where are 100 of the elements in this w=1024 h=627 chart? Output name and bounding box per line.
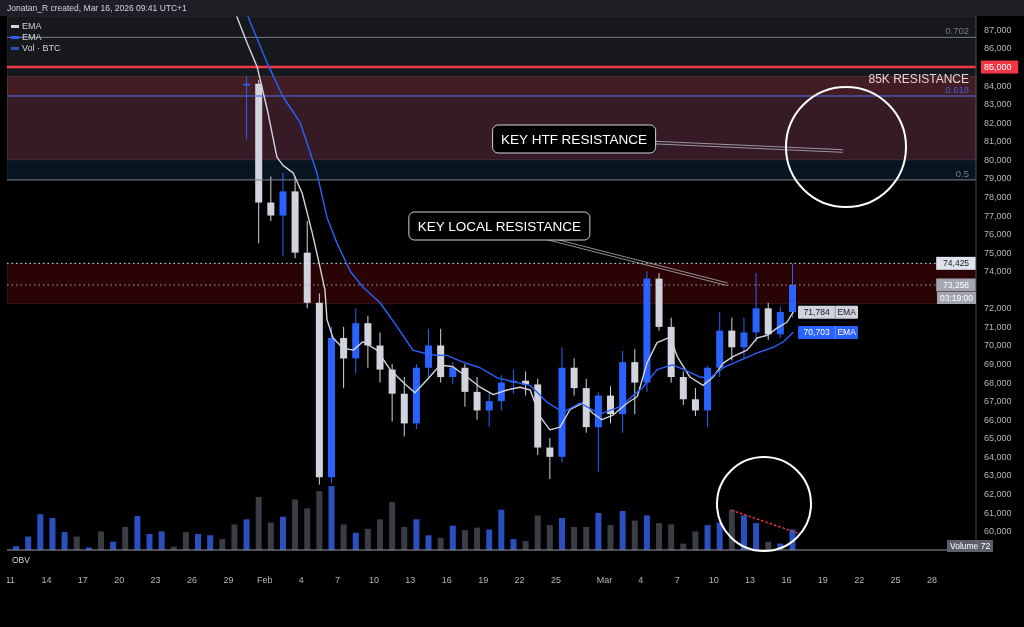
band-label: 85K RESISTANCE — [868, 72, 969, 87]
chart-title: Jonatan_R created, Mar 16, 2026 09:41 UTC+1 — [7, 2, 187, 14]
bar — [449, 525, 456, 550]
bar — [704, 525, 711, 550]
x-tick-label: Mar — [596, 575, 613, 585]
bar — [437, 537, 444, 550]
candlestick — [546, 437, 554, 480]
annotation: 03:19:00 — [936, 292, 976, 304]
y-tick-label: 85,000 — [984, 62, 1012, 73]
candlestick — [340, 326, 348, 389]
bar — [255, 496, 262, 550]
bar — [340, 524, 347, 550]
bar — [134, 516, 141, 550]
bar — [316, 491, 323, 550]
bar — [534, 515, 541, 550]
annotation: Volume 72 — [947, 540, 994, 552]
y-tick-label: 77,000 — [984, 210, 1012, 221]
candlestick — [740, 317, 748, 359]
bar — [692, 531, 699, 550]
bar — [243, 519, 250, 550]
x-tick-label: 25 — [550, 575, 561, 585]
bar — [510, 539, 517, 550]
bar — [546, 525, 553, 550]
text: OBV — [12, 555, 30, 566]
candlestick — [425, 328, 433, 378]
candlestick — [631, 348, 639, 415]
y-tick-label: 70,000 — [984, 340, 1012, 351]
annotation: 0.618 — [945, 84, 969, 95]
bar — [583, 526, 590, 550]
bar — [643, 515, 650, 550]
x-tick-label: 17 — [77, 575, 88, 585]
text: EMA — [837, 307, 856, 318]
x-tick-label: 10 — [708, 575, 719, 585]
y-tick-label: 87,000 — [984, 24, 1012, 35]
bar — [158, 531, 165, 550]
x-tick-label: 20 — [114, 575, 125, 585]
ref-line-label: 74,425 — [943, 258, 970, 269]
bar — [195, 534, 202, 550]
x-tick-label: 16 — [441, 575, 452, 585]
y-tick-label: 63,000 — [984, 470, 1012, 481]
x-tick-label: 23 — [150, 575, 161, 585]
legend-label: EMA — [22, 21, 42, 32]
y-tick-label: 84,000 — [984, 80, 1012, 91]
bar — [207, 535, 214, 550]
bar — [267, 522, 274, 550]
bar — [377, 519, 384, 550]
bar — [122, 526, 129, 550]
annotation: 0.702 — [945, 25, 969, 37]
bar — [364, 528, 371, 550]
legend-label: Vol · BTC — [22, 43, 61, 54]
candlestick — [679, 370, 687, 406]
bar — [461, 530, 468, 550]
candlestick — [570, 357, 578, 397]
x-tick-label: 29 — [223, 575, 234, 585]
bar — [97, 531, 104, 550]
annotation: KEY HTF RESISTANCE — [492, 124, 656, 154]
bar — [656, 523, 663, 550]
y-tick-label: 65,000 — [984, 433, 1012, 444]
x-tick-label: 13 — [405, 575, 416, 585]
candlestick — [267, 176, 275, 222]
y-tick-label: 80,000 — [984, 154, 1012, 165]
y-tick-label: 82,000 — [984, 117, 1012, 128]
annotation: 0.5 — [955, 167, 969, 179]
x-tick-label: 16 — [781, 575, 792, 585]
bar — [474, 527, 481, 550]
x-tick-label: 14 — [41, 575, 52, 585]
y-tick-label: 78,000 — [984, 191, 1012, 202]
bar — [571, 526, 578, 550]
bar — [49, 518, 56, 550]
y-tick-label: 68,000 — [984, 377, 1012, 388]
bar — [716, 522, 723, 550]
candlestick — [243, 75, 251, 140]
candlestick — [691, 387, 699, 417]
y-tick-label: 66,000 — [984, 414, 1012, 425]
bar — [304, 508, 311, 550]
bar — [425, 535, 432, 550]
bar — [279, 516, 286, 550]
y-tick-label: 83,000 — [984, 99, 1012, 110]
bar — [595, 512, 602, 550]
bar — [61, 532, 68, 550]
x-tick-label: Feb — [257, 575, 273, 585]
bar — [389, 502, 396, 550]
y-tick-label: 71,000 — [984, 321, 1012, 332]
x-tick-label: 26 — [187, 575, 198, 585]
y-tick-label: 67,000 — [984, 396, 1012, 407]
bar — [668, 524, 675, 550]
y-tick-label: 60,000 — [984, 526, 1012, 537]
text: EMA — [837, 327, 856, 338]
x-tick-label: 22 — [514, 575, 525, 585]
x-tick-label: 13 — [745, 575, 756, 585]
ref-line-label: 73,258 — [943, 279, 970, 290]
y-tick-label: 62,000 — [984, 488, 1012, 499]
bar — [231, 524, 238, 550]
x-tick-label: 22 — [854, 575, 865, 585]
bar — [401, 526, 408, 550]
bar — [328, 486, 335, 550]
bar — [219, 539, 226, 550]
bar — [146, 534, 153, 550]
x-tick-label: 7 — [335, 575, 341, 585]
y-tick-label: 72,000 — [984, 303, 1012, 314]
